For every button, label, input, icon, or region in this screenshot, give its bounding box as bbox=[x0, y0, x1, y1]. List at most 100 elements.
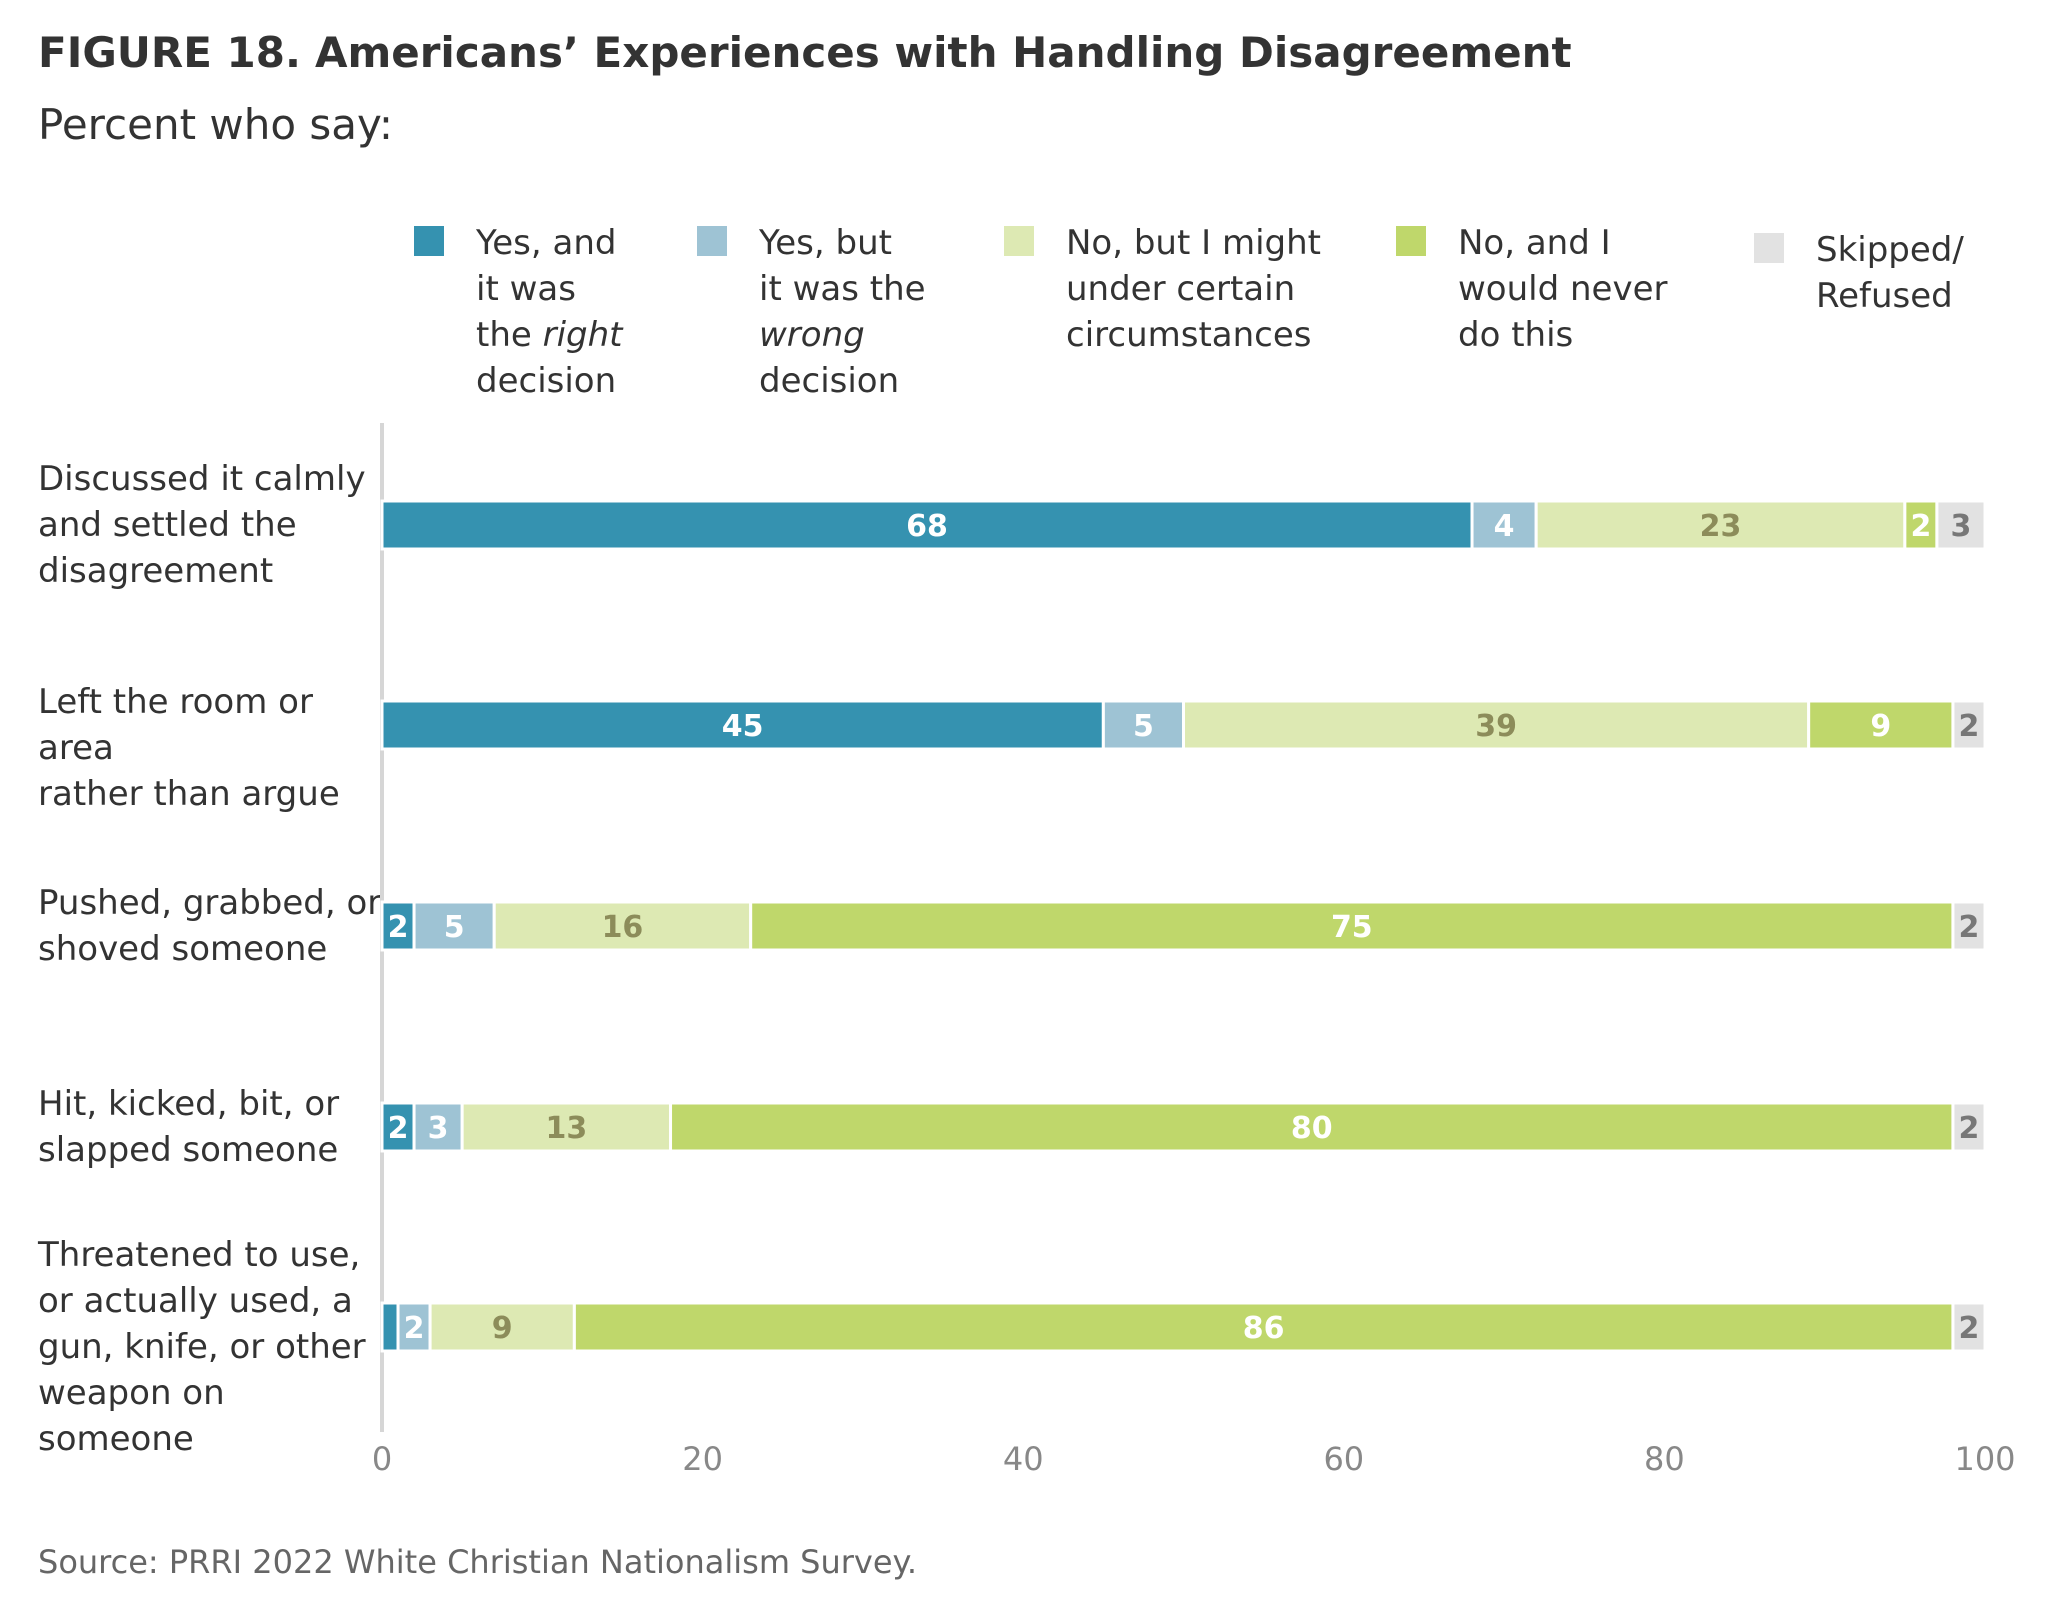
x-tick-label-40: 40 bbox=[1003, 1440, 1044, 1478]
legend-swatch bbox=[697, 226, 727, 256]
category-label-3: Pushed, grabbed, or shoved someone bbox=[38, 880, 383, 972]
bar-yes-right-5 bbox=[380, 1301, 400, 1353]
bar-no-might-5 bbox=[428, 1301, 576, 1353]
legend-label: No, and I would never do this bbox=[1458, 220, 1667, 358]
legend-emphasis: wrong bbox=[759, 315, 865, 355]
legend-label-line: Yes, and bbox=[476, 220, 623, 266]
legend-swatch bbox=[1396, 226, 1426, 256]
category-label-5: Threatened to use, or actually used, a gun… bbox=[38, 1232, 383, 1462]
data-label-no-might-1: 23 bbox=[1700, 509, 1742, 544]
legend-label-line: the right bbox=[476, 312, 623, 358]
data-label-no-might-3: 16 bbox=[602, 910, 644, 945]
source-note: Source: PRRI 2022 White Christian Nation… bbox=[38, 1543, 918, 1581]
x-tick-label-0: 0 bbox=[372, 1440, 392, 1478]
legend-label-line: circumstances bbox=[1066, 312, 1321, 358]
legend-text: No, but I might bbox=[1066, 223, 1321, 263]
data-label-skipped-5: 2 bbox=[1959, 1311, 1980, 1346]
data-label-no-might-4: 13 bbox=[545, 1111, 587, 1146]
data-label-no-never-1: 2 bbox=[1910, 509, 1931, 544]
category-label-2: Left the room or area rather than argue bbox=[38, 679, 383, 817]
legend-label-line: Yes, but bbox=[759, 220, 926, 266]
figure-number: FIGURE 18. bbox=[38, 28, 301, 77]
legend-label: Yes, but it was the wrong decision bbox=[759, 220, 926, 404]
legend-label-line: No, but I might bbox=[1066, 220, 1321, 266]
legend-label: No, but I might under certain circumstance… bbox=[1066, 220, 1321, 358]
legend-label-line: it was bbox=[476, 266, 623, 312]
bar-no-might-3 bbox=[492, 900, 753, 952]
category-label-line: Hit, kicked, bit, or bbox=[38, 1084, 340, 1124]
data-label-skipped-1: 3 bbox=[1951, 509, 1972, 544]
legend-swatch bbox=[414, 226, 444, 256]
legend-swatch bbox=[1004, 226, 1034, 256]
legend-label-line: Refused bbox=[1816, 273, 1964, 319]
chart-subtitle: Percent who say: bbox=[38, 100, 393, 149]
category-label-line: slapped someone bbox=[38, 1130, 339, 1170]
category-label-1: Discussed it calmly and settled the disagr… bbox=[38, 456, 383, 594]
chart-title: FIGURE 18. Americans’ Experiences with Ha… bbox=[38, 28, 1572, 77]
legend-label-line: decision bbox=[759, 358, 926, 404]
legend-text: the bbox=[476, 315, 543, 355]
data-label-no-never-2: 9 bbox=[1870, 709, 1891, 744]
bar-skipped-3 bbox=[1951, 900, 1987, 952]
bar-yes-right-1 bbox=[380, 499, 1474, 551]
bar-no-might-1 bbox=[1534, 499, 1907, 551]
data-label-skipped-4: 2 bbox=[1959, 1111, 1980, 1146]
data-label-yes-right-3: 2 bbox=[388, 910, 409, 945]
bar-skipped-4 bbox=[1951, 1101, 1987, 1153]
legend-emphasis: right bbox=[542, 315, 623, 355]
legend-text: do this bbox=[1458, 315, 1574, 355]
x-tick-label-60: 60 bbox=[1323, 1440, 1364, 1478]
category-label-line: and settled the bbox=[38, 505, 297, 545]
legend-text: would never bbox=[1458, 269, 1668, 309]
category-label-4: Hit, kicked, bit, or slapped someone bbox=[38, 1081, 383, 1173]
legend-label: Yes, and it was the right decision bbox=[476, 220, 623, 404]
category-label-line: weapon on someone bbox=[38, 1373, 225, 1459]
legend-text: it was the bbox=[759, 269, 926, 309]
category-label-line: rather than argue bbox=[38, 774, 340, 814]
legend-text: No, and I bbox=[1458, 223, 1611, 263]
legend-label: Skipped/Refused bbox=[1816, 227, 1964, 319]
legend-label-line: do this bbox=[1458, 312, 1667, 358]
x-tick-label-100: 100 bbox=[1954, 1440, 2015, 1478]
data-label-no-never-5: 86 bbox=[1243, 1311, 1285, 1346]
category-label-line: Threatened to use, bbox=[38, 1235, 361, 1275]
data-label-skipped-2: 2 bbox=[1959, 709, 1980, 744]
legend-label-line: decision bbox=[476, 358, 623, 404]
data-label-no-never-4: 80 bbox=[1291, 1111, 1333, 1146]
legend-text: Refused bbox=[1816, 276, 1953, 316]
data-label-yes-right-2: 45 bbox=[722, 709, 764, 744]
category-label-line: Left the room or area bbox=[38, 682, 313, 768]
data-label-no-never-3: 75 bbox=[1331, 910, 1373, 945]
bar-skipped-1 bbox=[1935, 499, 1987, 551]
legend-text: circumstances bbox=[1066, 315, 1312, 355]
category-label-line: Discussed it calmly bbox=[38, 459, 366, 499]
data-label-yes-wrong-3: 5 bbox=[444, 910, 465, 945]
legend-text: Yes, but bbox=[759, 223, 892, 263]
legend-text: decision bbox=[476, 361, 617, 401]
bar-yes-wrong-3 bbox=[412, 900, 496, 952]
data-label-skipped-3: 2 bbox=[1959, 910, 1980, 945]
legend-text: decision bbox=[759, 361, 900, 401]
category-label-line: gun, knife, or other bbox=[38, 1327, 366, 1367]
bar-yes-right-2 bbox=[380, 699, 1105, 751]
bar-skipped-5 bbox=[1951, 1301, 1987, 1353]
data-label-yes-wrong-1: 4 bbox=[1494, 509, 1515, 544]
data-label-yes-wrong-4: 3 bbox=[428, 1111, 449, 1146]
data-label-no-might-5: 9 bbox=[492, 1311, 513, 1346]
legend-text: it was bbox=[476, 269, 576, 309]
legend-label-line: would never bbox=[1458, 266, 1667, 312]
category-label-line: disagreement bbox=[38, 551, 274, 591]
data-label-yes-right-4: 2 bbox=[388, 1111, 409, 1146]
legend-text: under certain bbox=[1066, 269, 1296, 309]
x-tick-label-20: 20 bbox=[682, 1440, 723, 1478]
figure-title-text: Americans’ Experiences with Handling Dis… bbox=[314, 28, 1572, 77]
data-label-yes-wrong-2: 5 bbox=[1133, 709, 1154, 744]
bar-no-never-3 bbox=[749, 900, 1955, 952]
bar-no-might-4 bbox=[460, 1101, 673, 1153]
legend-text: Yes, and bbox=[476, 223, 617, 263]
legend-label-line: wrong bbox=[759, 312, 926, 358]
category-label-line: or actually used, a bbox=[38, 1281, 353, 1321]
category-label-line: shoved someone bbox=[38, 929, 328, 969]
data-label-yes-right-1: 68 bbox=[906, 509, 948, 544]
